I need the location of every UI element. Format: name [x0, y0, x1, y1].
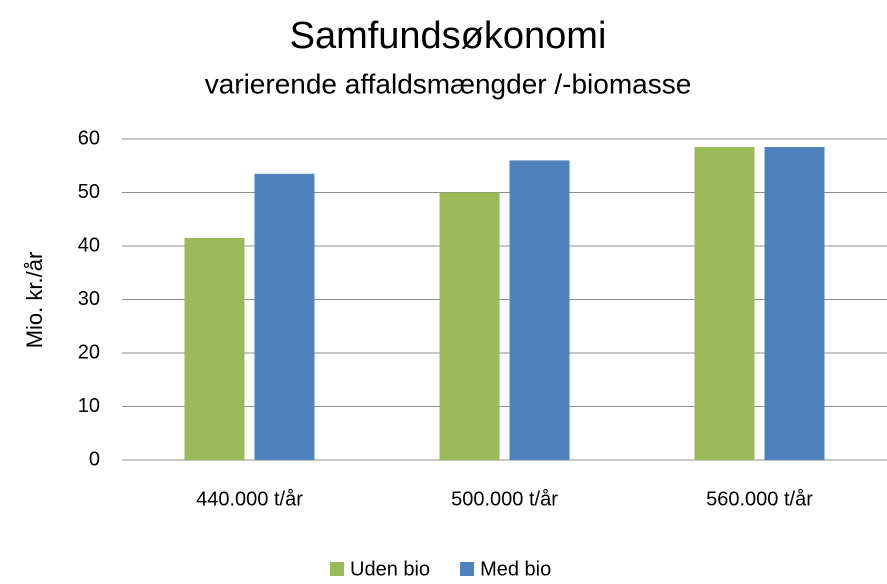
bar [694, 147, 755, 460]
chart-subtitle: varierende affaldsmængder /-biomasse [205, 68, 692, 99]
y-tick-label: 60 [78, 127, 100, 149]
bar [509, 160, 570, 460]
legend-label: Med bio [480, 558, 551, 580]
y-tick-label: 10 [78, 395, 100, 417]
bar [764, 147, 825, 460]
bar [439, 192, 500, 460]
chart-title: Samfundsøkonomi [290, 15, 607, 57]
bar [184, 237, 245, 460]
y-tick-label: 20 [78, 341, 100, 363]
y-tick-label: 30 [78, 288, 100, 310]
x-tick-label: 560.000 t/år [706, 488, 813, 510]
y-tick-label: 50 [78, 181, 100, 203]
y-axis-label: Mio. kr./år [22, 252, 47, 349]
y-tick-label: 40 [78, 234, 100, 256]
x-tick-label: 500.000 t/år [451, 488, 558, 510]
bar [254, 173, 315, 460]
legend-label: Uden bio [350, 558, 430, 580]
y-tick-label: 0 [89, 448, 100, 470]
legend-swatch [330, 562, 344, 576]
legend-swatch [460, 562, 475, 576]
x-tick-label: 440.000 t/år [196, 488, 303, 510]
